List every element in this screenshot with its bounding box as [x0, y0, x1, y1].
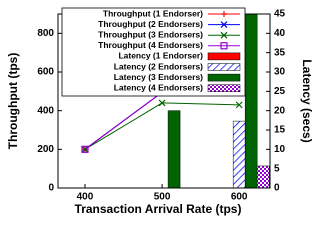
y2-axis-title: Latency (secs) [300, 59, 314, 142]
bar [244, 13, 258, 189]
page: {"chart_data": {"type": "combo", "x_labe… [6, 7, 314, 217]
bar [232, 120, 246, 189]
legend-label: Latency (2 Endorsers) [114, 61, 203, 71]
legend-label: Latency (1 Endorser) [118, 51, 203, 61]
y2-tick-label: 20 [274, 105, 286, 116]
x-axis-title: Transaction Arrival Rate (tps) [75, 202, 242, 216]
bar [256, 165, 270, 189]
legend-label: Throughput (3 Endorsers) [98, 29, 203, 39]
x-tick-label: 500 [154, 192, 171, 203]
y2-tick-label: 30 [274, 67, 286, 78]
legend-swatch [207, 63, 241, 71]
bar [167, 110, 181, 189]
y2-tick-label: 40 [274, 28, 286, 39]
y-tick-label: 400 [37, 105, 54, 116]
y-tick-label: 200 [37, 144, 54, 155]
marker [221, 11, 227, 17]
y2-tick-label: 35 [274, 47, 286, 58]
legend-label: Latency (3 Endorsers) [114, 72, 203, 82]
legend-swatch [207, 84, 241, 92]
legend-swatch [207, 73, 241, 82]
y2-tick-label: 15 [274, 125, 286, 136]
y-tick-label: 600 [37, 67, 54, 78]
legend-label: Throughput (1 Endorser) [103, 8, 203, 18]
marker [220, 31, 228, 39]
marker [220, 21, 228, 29]
legend-label: Throughput (2 Endorsers) [98, 19, 203, 29]
marker [81, 145, 89, 153]
legend-swatch [207, 52, 241, 61]
y-tick-label: 0 [48, 183, 54, 194]
y2-tick-label: 25 [274, 86, 286, 97]
legend-label: Throughput (4 Endorsers) [98, 40, 203, 50]
line [84, 102, 240, 150]
chart: Transaction Arrival Rate (tps) Throughpu… [6, 7, 314, 216]
x-tick-label: 400 [77, 192, 94, 203]
y2-tick-label: 45 [274, 9, 286, 20]
marker [158, 99, 166, 107]
y2-tick-label: 5 [274, 163, 280, 174]
y2-tick-label: 0 [274, 183, 280, 194]
x-tick-label: 600 [231, 192, 248, 203]
y-tick-label: 800 [37, 28, 54, 39]
y2-tick-label: 10 [274, 144, 286, 155]
legend-label: Latency (4 Endorsers) [114, 82, 203, 92]
marker [220, 42, 228, 50]
marker [235, 101, 243, 109]
y-axis-title: Throughput (tps) [6, 53, 20, 150]
